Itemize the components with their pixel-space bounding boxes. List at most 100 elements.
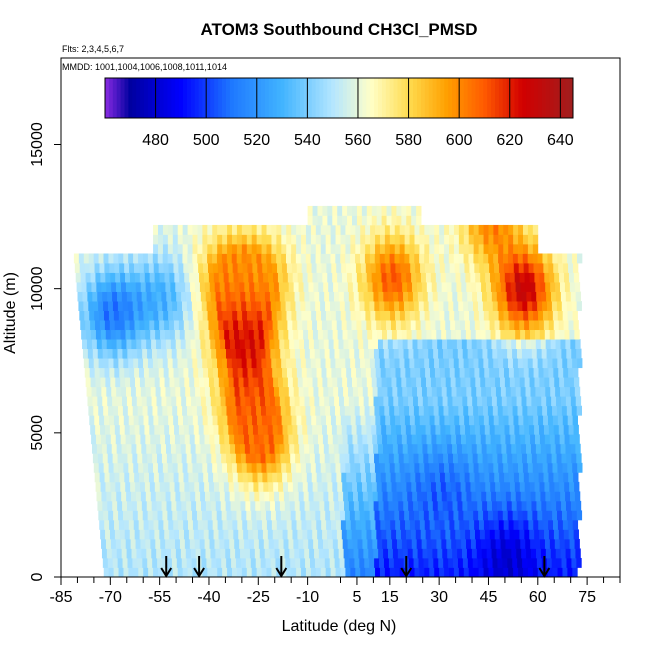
heatmap-cell: [376, 377, 382, 388]
heatmap-cell: [356, 472, 362, 483]
heatmap-cell: [322, 205, 328, 216]
heatmap-cell: [488, 415, 495, 426]
heatmap-cell: [401, 434, 408, 445]
heatmap-cell: [135, 386, 142, 397]
heatmap-cell: [363, 443, 369, 454]
heatmap-cell: [175, 339, 182, 350]
heatmap-cell: [278, 282, 285, 292]
heatmap-cell: [444, 567, 450, 578]
heatmap-cell: [281, 243, 287, 254]
colorbar-segment: [413, 78, 418, 118]
heatmap-cell: [550, 386, 556, 397]
heatmap-cell: [383, 348, 390, 359]
heatmap-cell: [342, 282, 349, 292]
heatmap-cell: [108, 301, 114, 311]
heatmap-cell: [463, 405, 469, 416]
heatmap-cell: [443, 301, 449, 311]
heatmap-cell: [129, 367, 135, 378]
heatmap-cell: [371, 320, 377, 331]
heatmap-cell: [264, 443, 270, 454]
heatmap-cell: [163, 263, 169, 273]
heatmap-cell: [164, 424, 170, 435]
heatmap-cell: [558, 424, 565, 435]
heatmap-cell: [475, 481, 481, 492]
colorbar-segment: [108, 78, 114, 118]
heatmap-cell: [544, 481, 550, 492]
heatmap-cell: [251, 243, 258, 254]
heatmap-cell: [472, 396, 478, 407]
heatmap-cell: [168, 472, 175, 483]
heatmap-cell: [195, 339, 201, 350]
heatmap-cell: [383, 291, 389, 302]
heatmap-cell: [382, 329, 388, 340]
heatmap-cell: [150, 538, 156, 549]
heatmap-cell: [558, 367, 564, 378]
heatmap-cell: [142, 301, 148, 311]
heatmap-cell: [291, 263, 298, 273]
heatmap-cell: [513, 462, 519, 473]
heatmap-cell: [310, 243, 317, 254]
heatmap-cell: [516, 339, 522, 350]
heatmap-cell: [463, 510, 469, 521]
heatmap-cell: [161, 548, 167, 559]
heatmap-cell: [243, 272, 249, 283]
heatmap-cell: [415, 472, 421, 483]
heatmap-cell: [481, 386, 487, 397]
heatmap-cell: [212, 567, 218, 578]
heatmap-cell: [222, 462, 228, 473]
heatmap-cell: [424, 224, 430, 235]
heatmap-cell: [311, 519, 317, 530]
heatmap-cell: [355, 462, 361, 473]
heatmap-cell: [153, 567, 159, 578]
heatmap-cell: [230, 443, 236, 454]
colorbar-segment: [420, 78, 426, 118]
heatmap-cell: [339, 301, 346, 311]
heatmap-cell: [299, 348, 306, 359]
heatmap-cell: [198, 529, 205, 540]
heatmap-cell: [447, 548, 453, 559]
heatmap-cell: [273, 538, 279, 549]
heatmap-cell: [184, 377, 190, 388]
heatmap-cell: [480, 538, 487, 549]
heatmap-cell: [440, 529, 446, 540]
heatmap-cell: [554, 329, 560, 340]
heatmap-cell: [223, 320, 229, 331]
heatmap-cell: [112, 348, 118, 359]
heatmap-cell: [524, 320, 530, 331]
heatmap-cell: [238, 529, 244, 540]
heatmap-cell: [513, 567, 519, 578]
heatmap-cell: [387, 339, 394, 350]
heatmap-cell: [516, 443, 522, 454]
heatmap-cell: [270, 453, 276, 464]
heatmap-cell: [469, 472, 475, 483]
heatmap-cell: [271, 358, 277, 369]
heatmap-cell: [447, 396, 453, 407]
heatmap-cell: [213, 320, 219, 331]
heatmap-cell: [467, 557, 474, 568]
heatmap-cell: [355, 358, 361, 369]
heatmap-cell: [526, 443, 532, 454]
heatmap-cell: [185, 443, 192, 454]
heatmap-cell: [347, 481, 353, 492]
heatmap-cell: [331, 367, 337, 378]
heatmap-cell: [318, 282, 324, 292]
heatmap-cell: [212, 253, 218, 264]
heatmap-cell: [378, 348, 385, 359]
chart-title: ATOM3 Southbound CH3Cl_PMSD: [200, 20, 477, 39]
colorbar-segment: [409, 78, 414, 118]
heatmap-cell: [85, 320, 91, 331]
heatmap-cell: [534, 424, 540, 435]
heatmap-cell: [383, 500, 389, 511]
colorbar-segment: [159, 78, 164, 118]
heatmap-cell: [109, 320, 116, 331]
heatmap-cell: [152, 405, 158, 416]
heatmap-cell: [88, 253, 95, 264]
flight-marker-arrow-head: [275, 567, 288, 578]
heatmap-cell: [375, 567, 381, 578]
heatmap-cell: [168, 367, 174, 378]
heatmap-cell: [89, 310, 95, 321]
heatmap-cell: [412, 386, 418, 397]
heatmap-cell: [211, 405, 218, 416]
heatmap-cell: [394, 301, 400, 311]
heatmap-cell: [380, 415, 386, 426]
